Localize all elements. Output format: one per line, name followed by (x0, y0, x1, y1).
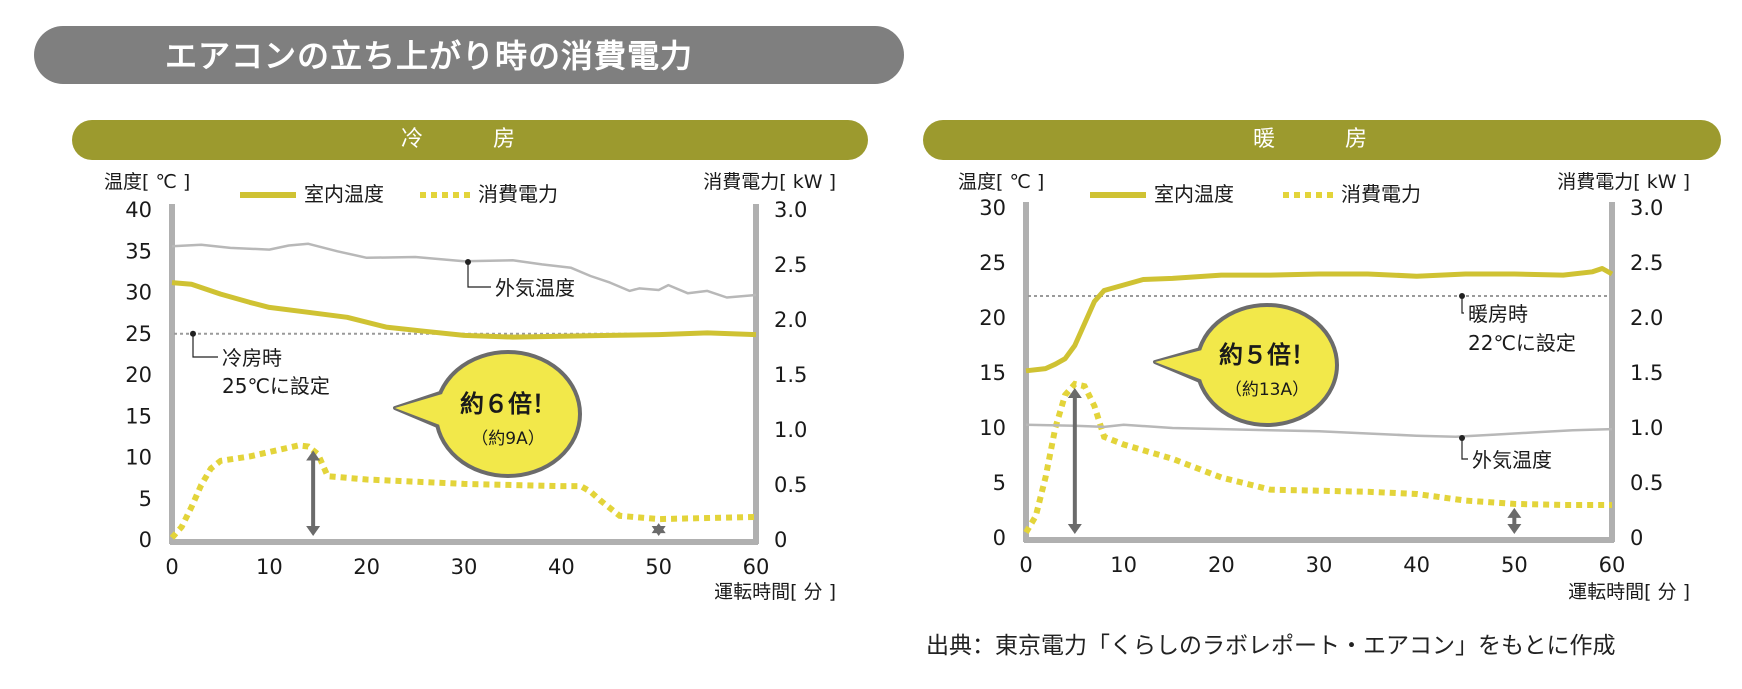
heating-xtick: 0 (1019, 553, 1032, 577)
main-title: エアコンの立ち上がり時の消費電力 (165, 37, 694, 75)
cooling-xtick: 60 (743, 555, 770, 579)
cooling-legend-power: 消費電力 (478, 182, 558, 206)
heating-bubble-sub-text: （約13A） (1225, 380, 1309, 400)
heating-ytick-right: 1.0 (1630, 416, 1663, 440)
cooling-outdoor-label: 外気温度 (495, 276, 575, 300)
cooling-xtick: 30 (451, 555, 478, 579)
cooling-ytick-right: 1.0 (774, 418, 807, 442)
cooling-panel-title: 冷 房 (400, 127, 539, 152)
heating-ylabel-left: 温度[ ℃ ] (958, 171, 1044, 193)
heating-legend-indoor: 室内温度 (1154, 182, 1234, 206)
cooling-ytick-left: 15 (125, 404, 152, 428)
heating-outdoor-leader (1461, 438, 1468, 460)
cooling-bubble-sub-text: （約9A） (471, 429, 544, 449)
cooling-ytick-right: 2.0 (774, 308, 807, 332)
heating-panel-header: 暖 房 (923, 120, 1721, 160)
cooling-setpoint-label: 冷房時 (222, 346, 282, 370)
cooling-ytick-right: 3.0 (774, 198, 807, 222)
heating-arrow-head-top (1067, 388, 1082, 398)
cooling-legend-indoor: 室内温度 (304, 182, 384, 206)
cooling-panel-header: 冷 房 (72, 120, 868, 160)
cooling-xtick: 40 (548, 555, 575, 579)
heating-arrow-head-bottom (1507, 524, 1522, 534)
heating-ytick-right: 0 (1630, 526, 1643, 550)
cooling-setpoint-sublabel: 25℃に設定 (222, 374, 330, 398)
cooling-bubble-main-text: 約６倍！ (460, 390, 556, 418)
heating-ytick-right: 2.0 (1630, 306, 1663, 330)
heating-ytick-right: 2.5 (1630, 251, 1663, 275)
cooling-ytick-left: 20 (125, 363, 152, 387)
cooling-ylabel-left: 温度[ ℃ ] (104, 171, 190, 193)
cooling-bubble-tail-fill (395, 392, 453, 430)
cooling-ytick-right: 1.5 (774, 363, 807, 387)
heating-series-outdoor-temp-line (1025, 423, 1613, 439)
cooling-series-indoor-temp-line (171, 280, 757, 340)
cooling-ytick-right: 2.5 (774, 253, 807, 277)
heating-ytick-left: 30 (979, 196, 1006, 220)
cooling-arrow-head-bottom (651, 526, 666, 536)
heating-ytick-right: 1.5 (1630, 361, 1663, 385)
cooling-ytick-right: 0 (774, 528, 787, 552)
heating-setpoint-leader (1461, 296, 1464, 314)
heating-ytick-left: 10 (979, 416, 1006, 440)
cooling-xtick: 20 (353, 555, 380, 579)
heating-ytick-right: 0.5 (1630, 471, 1663, 495)
heating-ytick-left: 15 (979, 361, 1006, 385)
heating-series-power-line (1023, 380, 1612, 535)
cooling-xtick: 50 (645, 555, 672, 579)
cooling-ylabel-right: 消費電力[ kW ] (703, 171, 836, 193)
heating-ytick-left: 0 (993, 526, 1006, 550)
heating-xtick: 30 (1306, 553, 1333, 577)
heating-arrow-head-top (1507, 507, 1522, 518)
heating-outdoor-label: 外気温度 (1472, 448, 1552, 472)
cooling-ytick-right: 0.5 (774, 473, 807, 497)
cooling-ytick-left: 35 (125, 239, 152, 263)
heating-bubble-tail-fill (1155, 348, 1213, 384)
heating-xtick: 20 (1208, 553, 1235, 577)
heating-setpoint-label: 暖房時 (1468, 302, 1528, 326)
heating-xtick: 60 (1599, 553, 1626, 577)
heating-xlabel: 運転時間[ 分 ] (1568, 581, 1690, 603)
cooling-xlabel: 運転時間[ 分 ] (714, 581, 836, 603)
cooling-ytick-left: 10 (125, 446, 152, 470)
cooling-ytick-left: 5 (139, 487, 152, 511)
source-note: 出典：東京電力「くらしのラボレポート・エアコン」をもとに作成 (926, 633, 1616, 659)
cooling-arrow-head-bottom (306, 526, 321, 536)
heating-ytick-left: 5 (993, 471, 1006, 495)
cooling-ytick-left: 25 (125, 322, 152, 346)
cooling-outdoor-leader (467, 262, 491, 288)
main-title-banner (34, 26, 904, 84)
heating-ytick-right: 3.0 (1630, 196, 1663, 220)
cooling-xtick: 0 (165, 555, 178, 579)
heating-xtick: 40 (1403, 553, 1430, 577)
heating-series-indoor-temp-line (1025, 266, 1614, 374)
heating-ylabel-right: 消費電力[ kW ] (1557, 171, 1690, 193)
heating-xtick: 50 (1501, 553, 1528, 577)
heating-ytick-left: 25 (979, 251, 1006, 275)
cooling-series-outdoor-temp-line (171, 242, 757, 299)
heating-legend-power: 消費電力 (1341, 182, 1421, 206)
heating-setpoint-sublabel: 22℃に設定 (1468, 331, 1576, 355)
heating-xtick: 10 (1110, 553, 1137, 577)
heating-arrow-head-bottom (1067, 524, 1082, 534)
heating-panel-title: 暖 房 (1252, 127, 1391, 152)
cooling-ytick-left: 40 (125, 198, 152, 222)
cooling-series-power-line (169, 442, 757, 540)
cooling-xtick: 10 (256, 555, 283, 579)
cooling-arrow-head-top (306, 450, 321, 461)
cooling-setpoint-leader (192, 333, 218, 358)
cooling-ytick-left: 0 (139, 528, 152, 552)
heating-ytick-left: 20 (979, 306, 1006, 330)
cooling-ytick-left: 30 (125, 281, 152, 305)
heating-bubble-main-text: 約５倍！ (1219, 341, 1315, 369)
